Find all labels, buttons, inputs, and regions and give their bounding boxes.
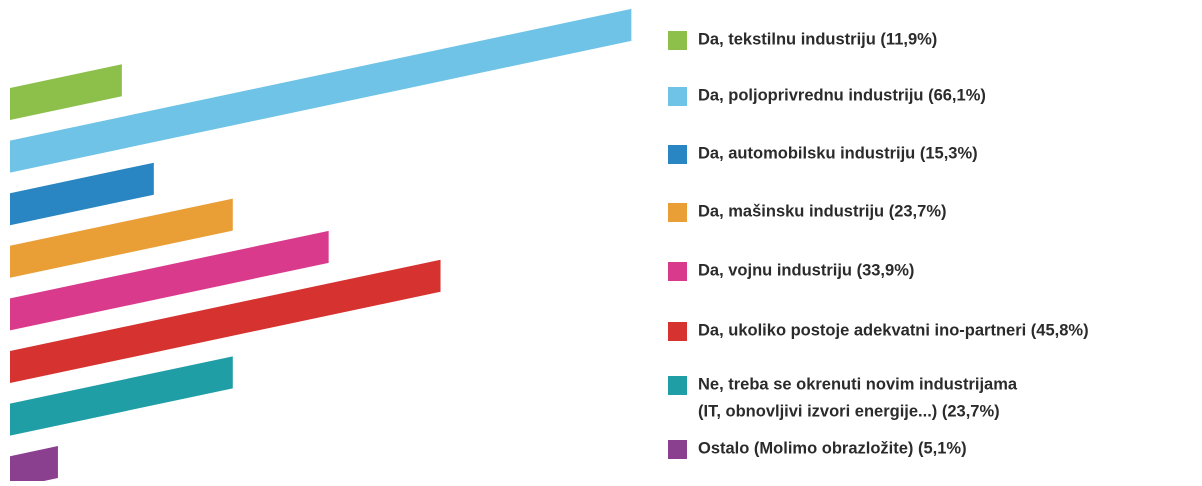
bar <box>10 162 154 226</box>
legend-label: Ne, treba se okrenuti novim industrijama <box>698 375 1018 393</box>
legend-swatch <box>668 31 687 50</box>
legend-swatch <box>668 203 687 222</box>
legend-label: Da, ukoliko postoje adekvatni ino-partne… <box>698 321 1089 339</box>
bar <box>10 230 329 331</box>
bar <box>10 8 632 173</box>
bar <box>10 198 233 278</box>
legend-swatch <box>668 322 687 341</box>
legend-label: Ostalo (Molimo obrazložite) (5,1%) <box>698 439 967 457</box>
legend-swatch <box>668 262 687 281</box>
bar <box>10 259 441 383</box>
legend-swatch <box>668 87 687 106</box>
legend-swatch <box>668 440 687 459</box>
bar <box>10 446 58 486</box>
legend-label: Da, tekstilnu industriju (11,9%) <box>698 30 937 48</box>
bar <box>10 356 233 436</box>
legend-swatch <box>668 376 687 395</box>
legend-label: (IT, obnovljivi izvori energije...) (23,… <box>698 402 1000 420</box>
legend-swatch <box>668 145 687 164</box>
legend-label: Da, poljoprivrednu industriju (66,1%) <box>698 86 986 104</box>
bar <box>10 64 122 120</box>
legend-label: Da, automobilsku industriju (15,3%) <box>698 144 978 162</box>
legend-label: Da, mašinsku industriju (23,7%) <box>698 202 946 220</box>
legend-label: Da, vojnu industriju (33,9%) <box>698 261 914 279</box>
